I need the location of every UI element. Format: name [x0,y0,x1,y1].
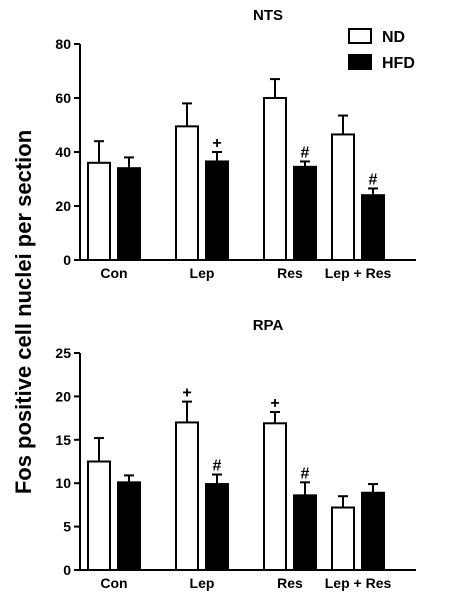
legend-label-nd: ND [382,29,405,46]
nts-category-label: Con [100,265,127,281]
rpa-category-label: Res [277,575,303,591]
nts-significance-mark: # [301,144,310,161]
rpa-bar-hfd-lep [205,483,229,571]
nts-y-tick-label: 20 [55,198,71,214]
rpa-title: RPA [253,317,284,334]
nts-bar-hfd-lep-res [361,194,385,261]
nts-significance-mark: + [212,135,221,152]
rpa-y-tick-label: 15 [55,432,71,448]
rpa-bar-hfd-con [117,481,141,571]
rpa-significance-mark: + [270,395,279,412]
nts-bar-nd-lep-res [331,133,355,261]
legend: ND HFD [348,28,415,72]
nts-title: NTS [253,7,283,24]
rpa-bar-nd-lep-res [331,506,355,571]
nts-y-tick-label: 40 [55,144,71,160]
nts-y-tick-label: 60 [55,90,71,106]
rpa-y-tick-label: 0 [63,562,71,578]
rpa-bar-hfd-res [293,494,317,571]
legend-swatch-hfd [348,54,372,70]
legend-swatch-nd [348,28,372,44]
rpa-significance-mark: # [301,465,310,482]
rpa-category-label: Lep [190,575,215,591]
nts-bar-nd-lep [175,125,199,261]
nts-category-label: Lep [190,265,215,281]
rpa-bar-nd-res [263,422,287,572]
rpa-y-tick-label: 20 [55,388,71,404]
rpa-y-tick-label: 10 [55,475,71,491]
nts-y-tick-label: 80 [55,36,71,52]
rpa-bar-nd-lep [175,421,199,571]
nts-category-label: Res [277,265,303,281]
rpa-category-label: Lep + Res [325,575,392,591]
nts-significance-mark: # [369,171,378,188]
legend-label-hfd: HFD [382,55,415,72]
rpa-bar-hfd-lep-res [361,491,385,571]
rpa-significance-mark: + [182,385,191,402]
nts-bar-nd-res [263,97,287,261]
nts-panel: NTS 0 20 40 60 80 Con Lep Res Lep + Res + # # [55,7,416,281]
nts-bar-hfd-con [117,167,141,261]
y-axis-label: Fos positive cell nuclei per section [11,129,36,495]
rpa-significance-mark: # [213,458,222,475]
nts-bar-hfd-lep [205,160,229,261]
rpa-y-tick-label: 5 [63,519,71,535]
rpa-category-label: Con [100,575,127,591]
nts-bar-nd-con [87,161,111,261]
nts-category-label: Lep + Res [325,265,392,281]
rpa-bar-nd-con [87,460,111,571]
rpa-y-tick-label: 25 [55,345,71,361]
rpa-panel: RPA 0 5 10 15 20 25 Con Lep Res Lep + Res + # + # [55,317,416,591]
nts-y-tick-label: 0 [63,252,71,268]
nts-bar-hfd-res [293,165,317,262]
